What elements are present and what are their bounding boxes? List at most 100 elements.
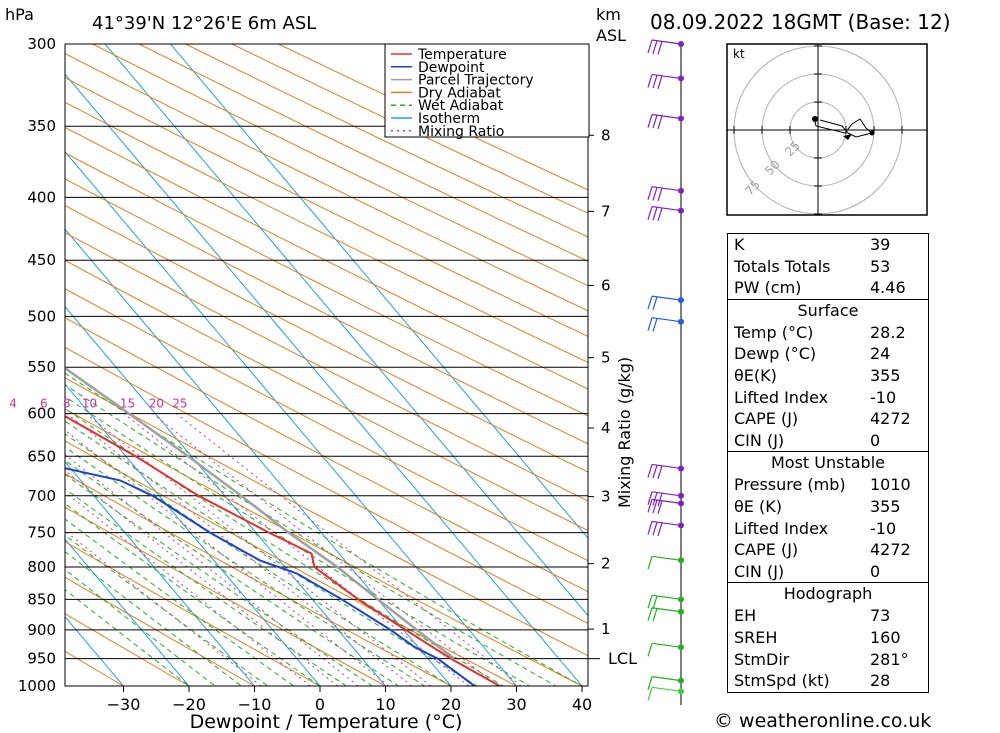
indices-table: K 39 Totals Totals 53 PW (cm) 4.46 Surface Te… [727, 233, 929, 693]
index-value: 28 [870, 671, 891, 691]
x-tick-label: −30 [107, 695, 141, 714]
wind-barb-flag [652, 74, 658, 89]
wind-barb-flag [647, 186, 653, 200]
legend-label: Isotherm [418, 111, 480, 127]
wind-barb-flag [657, 465, 663, 480]
wind-barb-flag [647, 595, 653, 609]
isotherm-line [65, 383, 321, 686]
legend-label: Dewpoint [418, 60, 485, 76]
index-label: Pressure (mb) [734, 475, 846, 495]
wind-barb-flag [652, 40, 658, 54]
mixing-ratio-label: 4 [9, 397, 17, 411]
dry-adiabat-line [230, 44, 588, 214]
isotherm-line [104, 44, 588, 617]
pressure-tick-label: 700 [27, 487, 56, 505]
isotherm-line [65, 228, 452, 686]
index-label: Dewp (°C) [734, 344, 817, 364]
x-tick-label: −20 [172, 695, 206, 714]
dry-adiabat-line [65, 541, 322, 686]
index-value: -10 [870, 387, 897, 407]
indices-top-block: K 39 Totals Totals 53 PW (cm) 4.46 [728, 234, 928, 299]
series-parcel-trajectory [65, 366, 455, 660]
mixing-ratio-label: 8 [63, 397, 71, 411]
index-label: PW (cm) [734, 278, 802, 298]
index-row: StmDir 281° [728, 649, 928, 671]
mixing-ratio-label: 6 [40, 397, 48, 411]
wet-adiabat-line [65, 384, 557, 686]
wind-barbs [647, 39, 684, 705]
index-label: StmDir [734, 649, 790, 669]
km-axis: 1 2 3 4 5 6 7 8 [588, 126, 611, 660]
wind-barb-flag [657, 75, 663, 89]
pressure-tick-label: 1000 [18, 677, 56, 695]
surface-heading: Surface [728, 298, 928, 322]
wind-barb-flag [652, 296, 658, 311]
index-row: EH 73 [728, 605, 928, 627]
index-row: CAPE (J) 4272 [728, 408, 928, 430]
hodograph-trace [813, 116, 874, 138]
isotherm-line [65, 150, 518, 686]
index-label: θE (K) [734, 496, 782, 516]
x-tick-label: 10 [375, 695, 395, 714]
wind-barb-flag [657, 522, 663, 537]
isotherm-line [65, 538, 190, 686]
wind-barb-flag [657, 493, 663, 507]
legend-box [384, 43, 590, 138]
hodograph-block: EH 73 SREH 160 StmDir 281° StmSpd (kt) 28 [728, 605, 928, 691]
index-value: 4272 [870, 540, 911, 560]
index-label: K [734, 235, 745, 254]
surface-block: Temp (°C) 28.2 Dewp (°C) 24 θE(K) 355 Lifted I… [728, 322, 928, 452]
index-label: Totals Totals [734, 256, 831, 276]
index-value: 4272 [870, 409, 911, 429]
x-tick-label: −10 [238, 695, 272, 714]
dry-adiabat-line [277, 44, 588, 191]
km-tick-label: 6 [601, 276, 611, 294]
wind-barb-shaft [651, 686, 682, 692]
km-tick-label: 2 [601, 555, 611, 573]
sounding-series [65, 366, 502, 686]
mixing-ratio-line [175, 413, 522, 686]
wind-barb-flag [657, 187, 663, 202]
wind-barb-flag [647, 295, 653, 310]
pressure-tick-label: 300 [27, 35, 56, 53]
mixing-ratio-line [65, 429, 390, 686]
pressure-tick-label: 650 [27, 447, 56, 465]
index-row: CAPE (J) 4272 [728, 539, 928, 561]
wind-barb-flag [647, 499, 653, 513]
index-label: Temp (°C) [734, 322, 814, 342]
pressure-tick-label: 800 [27, 558, 56, 576]
x-tick-label: 0 [315, 695, 325, 714]
wet-adiabat-line [65, 488, 348, 686]
mixing-ratio-label: 20 [149, 397, 164, 411]
pressure-tick-label: 550 [27, 358, 56, 376]
wind-barb-flag [647, 464, 653, 478]
index-row: StmSpd (kt) 28 [728, 670, 928, 692]
index-value: 0 [870, 430, 881, 450]
index-label: θE(K) [734, 365, 777, 385]
wind-barb-flag [652, 499, 658, 514]
dry-adiabat-line [65, 126, 588, 390]
wind-barb-shaft [651, 642, 682, 648]
index-value: 28.2 [870, 322, 906, 342]
index-value: 1010 [870, 475, 911, 495]
pressure-tick-label: 750 [27, 524, 56, 542]
index-value: 281° [870, 649, 909, 669]
location-title: 41°39'N 12°26'E 6m ASL [92, 13, 316, 34]
km-tick-label: 1 [601, 620, 611, 638]
dry-adiabat-line [65, 650, 125, 686]
index-value: 355 [870, 365, 901, 385]
wind-barb-shaft [651, 555, 682, 561]
dry-adiabat-line [65, 576, 256, 686]
storm-motion-marker [843, 134, 852, 140]
credit-text: © weatheronline.co.uk [714, 710, 932, 732]
index-row: Lifted Index -10 [728, 387, 928, 409]
km-unit-asl: ASL [596, 26, 626, 45]
mixing-ratio-line [65, 469, 339, 686]
pressure-tick-label: 400 [27, 188, 56, 206]
x-tick-label: 20 [441, 695, 461, 714]
wind-barb-flag [652, 318, 658, 332]
index-value: 0 [870, 561, 881, 581]
mixing-ratio-label: 15 [120, 397, 135, 411]
